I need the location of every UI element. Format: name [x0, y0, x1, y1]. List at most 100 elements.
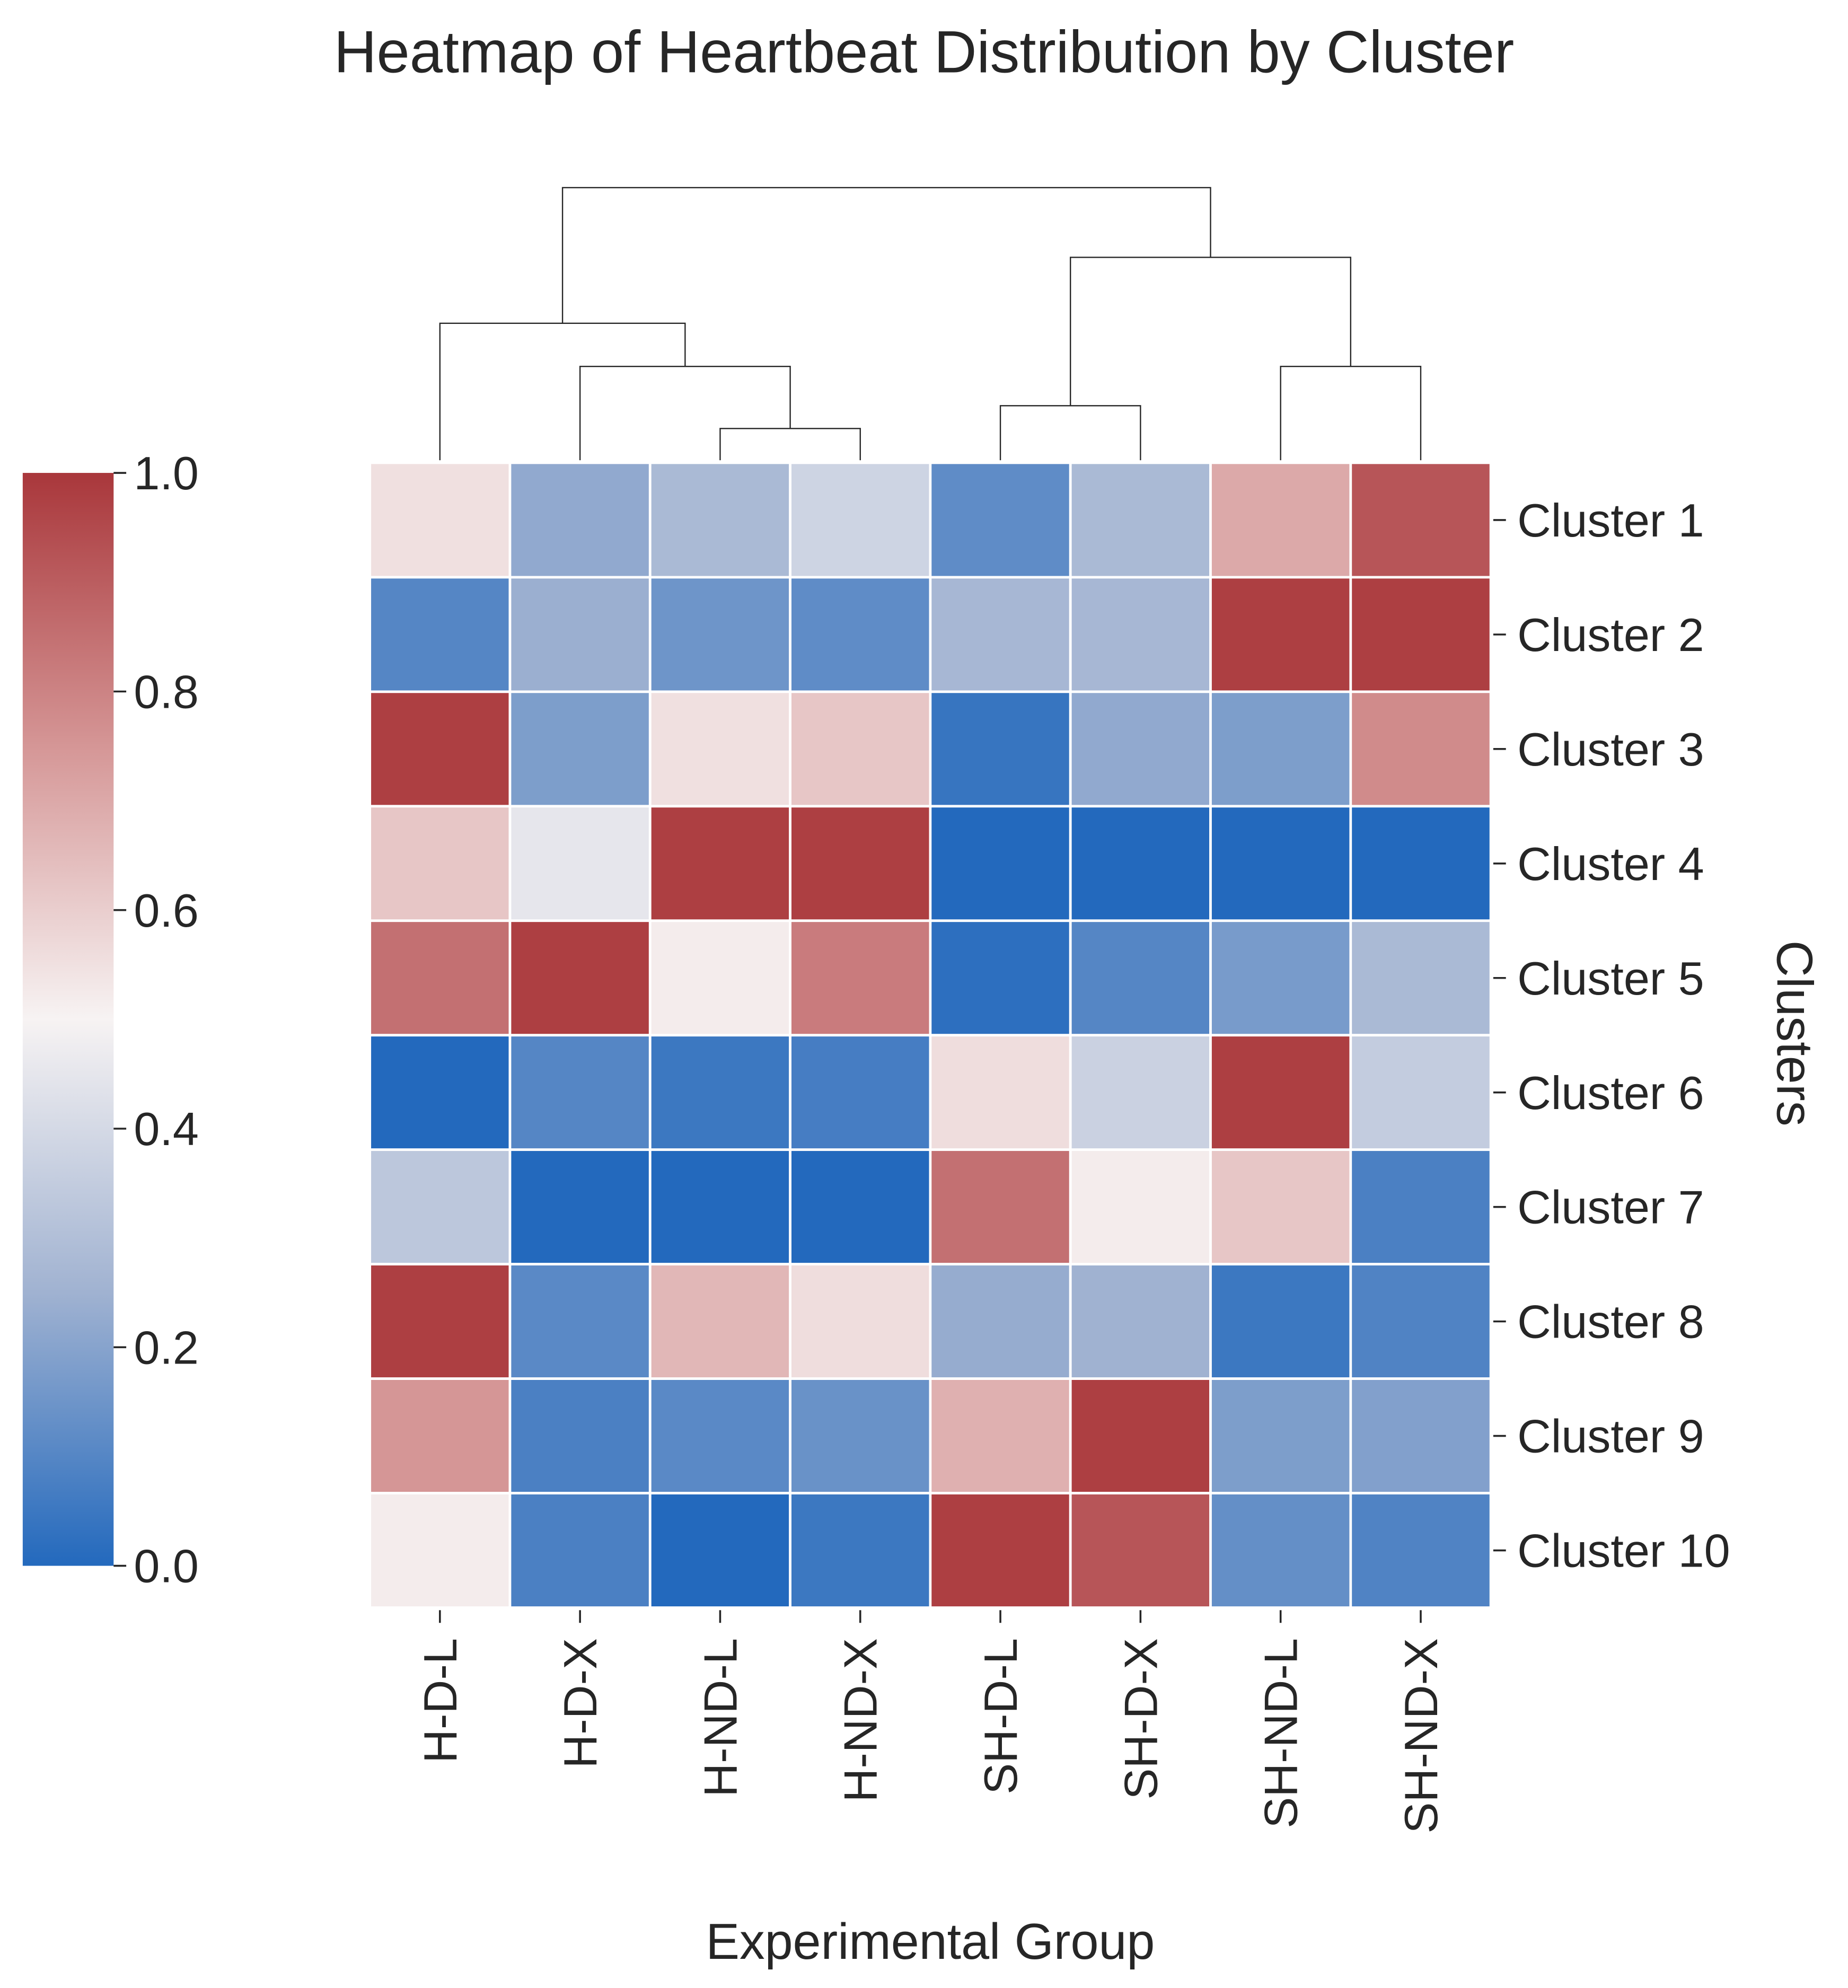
heatmap-cell: [1209, 1377, 1352, 1494]
heatmap-cell: [929, 805, 1072, 922]
row-labels: Cluster 1 Cluster 2 Cluster 3 Cluster 4 Clus…: [1493, 494, 1730, 1577]
heatmap-cell: [789, 461, 932, 579]
heatmap-cell: [929, 1377, 1072, 1494]
heatmap-cell: [1349, 576, 1492, 693]
heatmap-cells: [368, 461, 1492, 1609]
heatmap-cell: [1069, 1263, 1212, 1380]
y-axis-label: Clusters: [1766, 940, 1823, 1127]
heatmap-cell: [1209, 1263, 1352, 1380]
column-label: SH-D-L: [974, 1638, 1027, 1795]
heatmap-cell: [1349, 919, 1492, 1037]
heatmap-cell: [1349, 1492, 1492, 1609]
colorbar-tick-label: 1.0: [134, 447, 198, 499]
column-dendrogram: [439, 187, 1422, 461]
heatmap-cell: [1069, 1492, 1212, 1609]
heatmap-cell: [368, 1034, 512, 1151]
heatmap-cell: [508, 461, 652, 579]
dendrogram-link: [1280, 365, 1422, 461]
heatmap-cell: [1209, 919, 1352, 1037]
heatmap-cell: [1069, 690, 1212, 808]
heatmap-cell: [368, 1148, 512, 1266]
heatmap-cell: [789, 690, 932, 808]
heatmap-cell: [508, 690, 652, 808]
heatmap-cell: [1209, 576, 1352, 693]
heatmap-cell: [789, 1377, 932, 1494]
colorbar-tick-label: 0.4: [134, 1103, 198, 1155]
dendrogram-link: [561, 187, 1211, 323]
row-label: Cluster 2: [1517, 609, 1704, 661]
heatmap-cell: [1069, 1034, 1212, 1151]
heatmap-cell: [789, 805, 932, 922]
heatmap-cell: [1209, 1492, 1352, 1609]
row-label: Cluster 4: [1517, 838, 1704, 890]
dendrogram-link: [719, 428, 861, 461]
heatmap-cell: [1069, 805, 1212, 922]
heatmap-cell: [508, 805, 652, 922]
dendrogram-link: [999, 405, 1141, 461]
heatmap-cell: [1069, 461, 1212, 579]
column-labels: H-D-L H-D-X H-ND-L H-ND-X SH-D-L SH-D-X SH-ND-…: [414, 1610, 1447, 1834]
colorbar-ticks: 0.0 0.2 0.4 0.6 0.8 1.0: [113, 447, 199, 1593]
chart-title: Heatmap of Heartbeat Distribution by Clu…: [334, 18, 1514, 85]
heatmap-cell: [929, 461, 1072, 579]
heatmap-cell: [508, 576, 652, 693]
heatmap-cell: [789, 1263, 932, 1380]
row-label: Cluster 1: [1517, 494, 1704, 547]
heatmap-cell: [1209, 690, 1352, 808]
column-label: SH-ND-X: [1395, 1638, 1447, 1834]
column-label: H-D-X: [554, 1638, 606, 1769]
row-label: Cluster 10: [1517, 1524, 1730, 1577]
heatmap-cell: [1209, 1034, 1352, 1151]
heatmap-cell: [648, 919, 791, 1037]
heatmap-cell: [648, 1492, 791, 1609]
heatmap-cell: [1209, 461, 1352, 579]
heatmap-cell: [648, 576, 791, 693]
heatmap-cell: [1349, 1377, 1492, 1494]
row-label: Cluster 7: [1517, 1181, 1704, 1234]
dendrogram-link: [1070, 257, 1352, 406]
heatmap-cell: [1349, 805, 1492, 922]
heatmap-cell: [508, 1034, 652, 1151]
heatmap-cell: [648, 1377, 791, 1494]
heatmap-cell: [1349, 690, 1492, 808]
heatmap-cell: [929, 1492, 1072, 1609]
colorbar-tick-label: 0.0: [134, 1540, 198, 1593]
heatmap-cell: [368, 690, 512, 808]
heatmap-cell: [789, 1148, 932, 1266]
row-label: Cluster 6: [1517, 1067, 1704, 1119]
heatmap-cell: [929, 919, 1072, 1037]
x-axis-label: Experimental Group: [706, 1914, 1155, 1970]
heatmap-cell: [929, 690, 1072, 808]
heatmap-cell: [789, 576, 932, 693]
heatmap-cell: [368, 576, 512, 693]
heatmap-cell: [929, 1148, 1072, 1266]
heatmap-cell: [368, 461, 512, 579]
heatmap-cell: [368, 1492, 512, 1609]
heatmap-cell: [648, 1263, 791, 1380]
colorbar-tick-label: 0.2: [134, 1321, 198, 1374]
heatmap-cell: [1349, 1034, 1492, 1151]
heatmap-cell: [789, 1492, 932, 1609]
column-label: H-D-L: [414, 1638, 467, 1763]
dendrogram-link: [439, 322, 686, 461]
heatmap-cell: [648, 1148, 791, 1266]
heatmap-cell: [1349, 461, 1492, 579]
colorbar-tick-label: 0.8: [134, 665, 198, 718]
column-label: H-ND-L: [694, 1638, 747, 1797]
row-label: Cluster 3: [1517, 723, 1704, 776]
column-label: SH-ND-L: [1255, 1638, 1307, 1828]
row-label: Cluster 8: [1517, 1296, 1704, 1348]
heatmap-cell: [1069, 1377, 1212, 1494]
heatmap-cell: [508, 1492, 652, 1609]
heatmap-cell: [508, 1263, 652, 1380]
heatmap-cell: [1069, 576, 1212, 693]
heatmap-cell: [508, 1148, 652, 1266]
colorbar-tick-label: 0.6: [134, 884, 198, 937]
heatmap-cell: [929, 1263, 1072, 1380]
column-label: SH-D-X: [1114, 1638, 1167, 1800]
heatmap-cell: [1209, 805, 1352, 922]
heatmap-cell: [368, 805, 512, 922]
heatmap-cell: [508, 1377, 652, 1494]
heatmap-cell: [1209, 1148, 1352, 1266]
